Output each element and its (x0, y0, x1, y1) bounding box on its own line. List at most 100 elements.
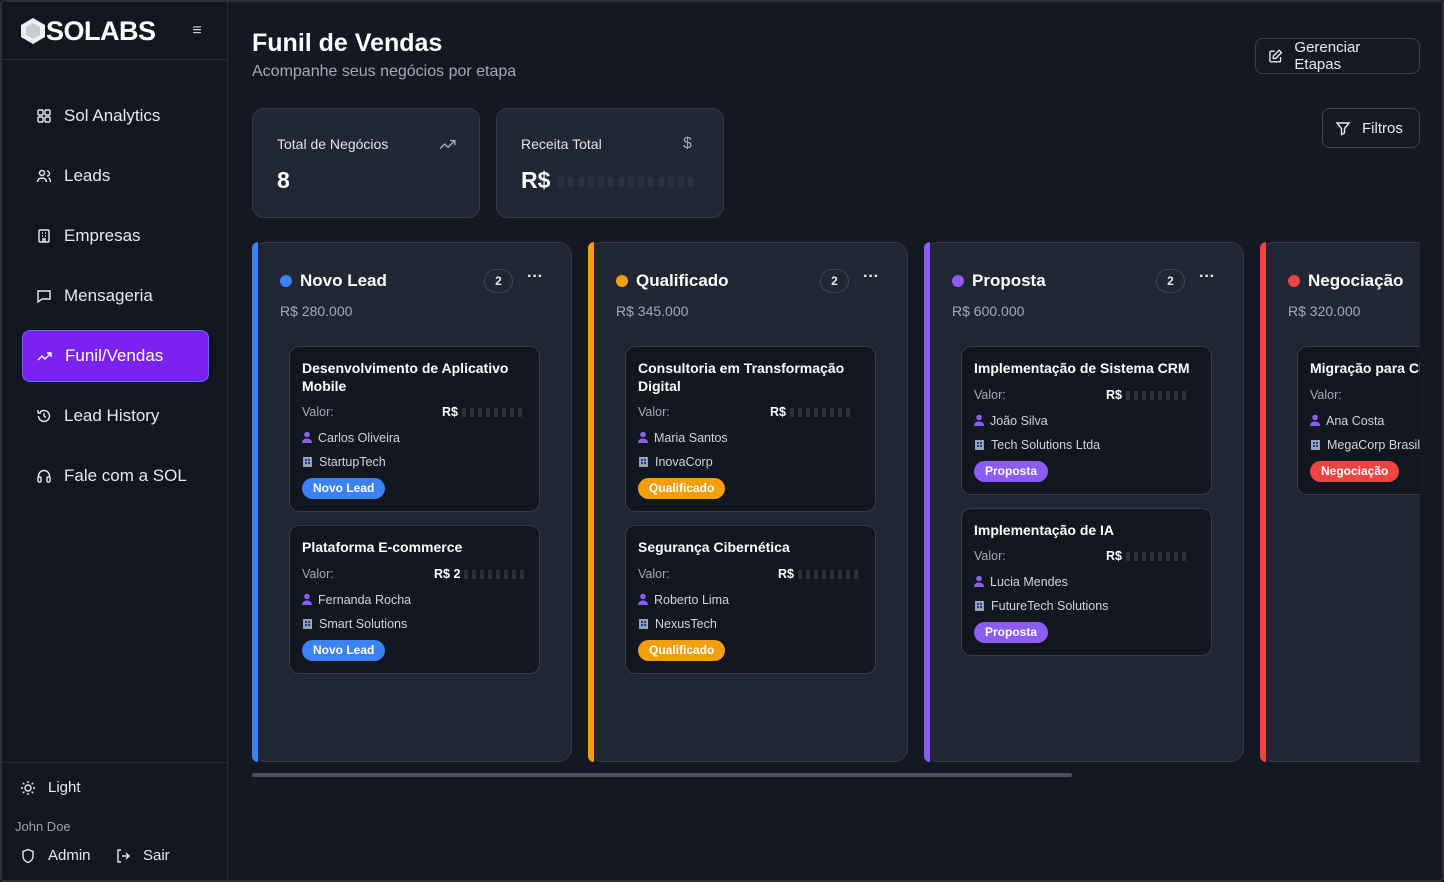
sidebar-item-lead-history[interactable]: Lead History (22, 390, 209, 442)
company-icon (975, 440, 984, 450)
deal-company: FutureTech Solutions (974, 599, 1108, 613)
sidebar-item-label: Leads (64, 166, 111, 185)
deal-value-text: R$ (442, 405, 458, 419)
column-header: Proposta (952, 271, 1046, 291)
contact-name: Maria Santos (654, 431, 728, 445)
deal-company: Tech Solutions Ltda (974, 438, 1100, 452)
masked-value (797, 570, 862, 580)
stat-total-revenue: Receita Total $ R$ (496, 108, 724, 218)
more-options-icon[interactable]: ··· (527, 268, 543, 285)
contact-name: Lucia Mendes (990, 575, 1068, 589)
deal-contact: Fernanda Rocha (302, 593, 411, 607)
stat-value: R$ (521, 167, 699, 194)
column-dot (1288, 275, 1300, 287)
masked-value (464, 570, 529, 580)
theme-label: Light (48, 779, 81, 796)
sidebar-item-mensageria[interactable]: Mensageria (22, 270, 209, 322)
sun-icon (21, 780, 35, 795)
logout-button[interactable]: Sair (115, 847, 170, 864)
admin-label: Admin (48, 847, 91, 864)
deal-card[interactable]: Migração para Cl Valor: Ana Costa MegaCo… (1297, 346, 1420, 495)
stage-badge: Novo Lead (302, 640, 386, 661)
deal-card[interactable]: Consultoria em Transformação Digital Val… (625, 346, 876, 512)
manage-stages-button[interactable]: Gerenciar Etapas (1255, 38, 1420, 74)
sidebar-item-label: Mensageria (64, 286, 153, 305)
deal-card[interactable]: Implementação de IA Valor: R$ Lucia Mend… (961, 508, 1212, 656)
column-total: R$ 280.000 (280, 303, 353, 319)
deal-value: R$ (778, 567, 862, 581)
column-header: Qualificado (616, 271, 729, 291)
masked-value (1125, 391, 1190, 401)
contact-name: Carlos Oliveira (318, 431, 400, 445)
brand-header: SOLABS ≡ (2, 2, 228, 60)
person-icon (638, 431, 648, 443)
admin-button[interactable]: Admin (20, 847, 91, 864)
headset-icon (37, 469, 51, 483)
stat-total-deals: Total de Negócios 8 (252, 108, 480, 218)
hamburger-menu-icon[interactable]: ≡ (192, 22, 202, 39)
masked-value (789, 408, 854, 418)
column-title: Qualificado (636, 271, 729, 290)
deal-value: R$ (770, 405, 854, 419)
company-icon (975, 601, 984, 611)
more-options-icon[interactable]: ··· (863, 268, 879, 285)
stage-badge: Novo Lead (302, 478, 386, 499)
shield-icon (22, 848, 34, 863)
stat-label: Receita Total (521, 136, 602, 152)
contact-name: Fernanda Rocha (318, 593, 412, 607)
deal-title: Consultoria em Transformação Digital (638, 360, 845, 394)
sidebar-item-empresas[interactable]: Empresas (22, 210, 209, 262)
column-total: R$ 600.000 (952, 303, 1025, 319)
company-name: FutureTech Solutions (991, 599, 1109, 613)
history-icon (37, 409, 51, 423)
message-icon (37, 290, 51, 304)
deal-value-label: Valor: (638, 567, 670, 581)
sidebar-item-fale-com-a-sol[interactable]: Fale com a SOL (22, 450, 209, 502)
stat-value-text: R$ (521, 167, 551, 193)
deal-value-text: R$ (1106, 388, 1122, 402)
column-accent (252, 242, 258, 762)
deal-contact: João Silva (974, 414, 1048, 428)
stage-badge: Negociação (1310, 461, 1400, 482)
column-dot (280, 275, 292, 287)
deal-company: NexusTech (638, 617, 717, 631)
contact-name: Ana Costa (1326, 414, 1385, 428)
more-options-icon[interactable]: ··· (1199, 268, 1215, 285)
deal-value-text: R$ (1106, 549, 1122, 563)
column-header: Novo Lead (280, 271, 387, 291)
filters-button[interactable]: Filtros (1322, 108, 1420, 148)
deal-card[interactable]: Implementação de Sistema CRM Valor: R$ J… (961, 346, 1212, 495)
company-icon (639, 457, 648, 467)
company-name: NexusTech (655, 617, 717, 631)
deal-contact: Carlos Oliveira (302, 431, 400, 445)
deal-card[interactable]: Desenvolvimento de Aplicativo Mobile Val… (289, 346, 540, 512)
edit-icon (1269, 49, 1283, 63)
trending-up-icon (439, 139, 456, 150)
page-title: Funil de Vendas (252, 29, 443, 57)
person-icon (1310, 414, 1320, 426)
company-name: MegaCorp Brasil (1327, 438, 1420, 452)
deal-company: StartupTech (302, 455, 386, 469)
deal-company: Smart Solutions (302, 617, 407, 631)
column-title: Novo Lead (300, 271, 387, 290)
sidebar-item-sol-analytics[interactable]: Sol Analytics (22, 90, 209, 142)
deal-card[interactable]: Plataforma E-commerce Valor: R$ 2 Fernan… (289, 525, 540, 674)
manage-stages-label: Gerenciar Etapas (1294, 39, 1361, 73)
sidebar-item-leads[interactable]: Leads (22, 150, 209, 202)
column-count: 2 (820, 269, 849, 293)
horizontal-scrollbar[interactable] (252, 773, 1072, 777)
sidebar: SOLABS ≡ Sol Analytics Leads Empresas Me… (2, 2, 228, 880)
column-novo-lead: Novo Lead 2 ··· R$ 280.000 Desenvolvimen… (252, 242, 572, 762)
deal-value: R$ (442, 405, 526, 419)
deal-contact: Maria Santos (638, 431, 728, 445)
deal-card[interactable]: Segurança Cibernética Valor: R$ Roberto … (625, 525, 876, 674)
company-name: StartupTech (319, 455, 386, 469)
company-name: Smart Solutions (319, 617, 408, 631)
contact-name: Roberto Lima (654, 593, 730, 607)
sidebar-footer: Light John Doe Admin Sair (2, 762, 228, 880)
sidebar-item-funil-vendas[interactable]: Funil/Vendas (22, 330, 209, 382)
company-icon (303, 457, 312, 467)
masked-value (461, 408, 526, 418)
theme-toggle[interactable]: Light (20, 779, 81, 796)
